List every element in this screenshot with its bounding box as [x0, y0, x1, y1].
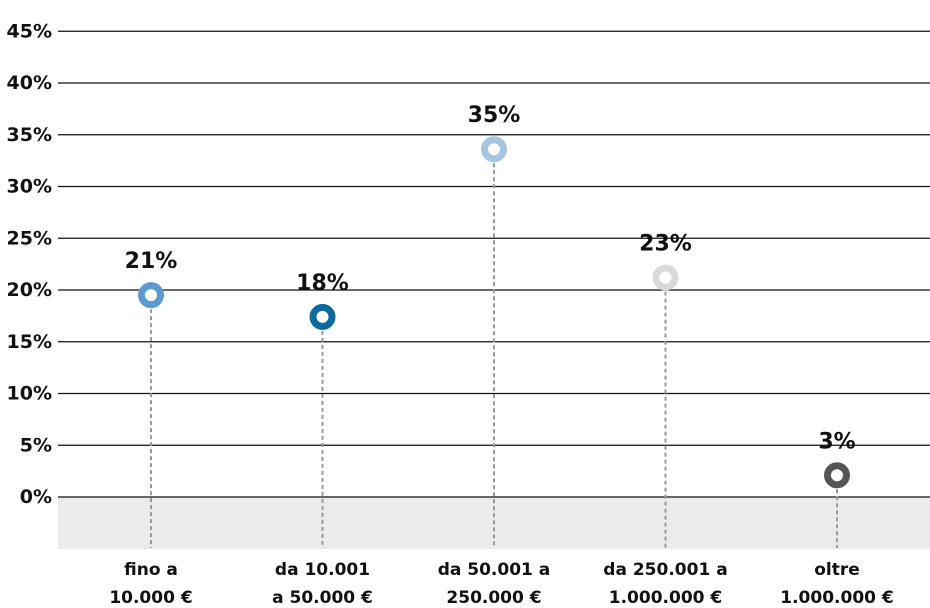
- data-label: 23%: [639, 232, 692, 257]
- x-category-label: 1.000.000 €: [780, 588, 893, 608]
- y-tick-label: 20%: [7, 279, 52, 301]
- x-category-label: a 50.000 €: [272, 588, 373, 608]
- y-tick-label: 40%: [7, 72, 52, 94]
- data-point: [138, 282, 164, 309]
- data-point: [309, 303, 336, 330]
- y-tick-label: 15%: [7, 331, 52, 353]
- x-category-label: fino a: [124, 560, 178, 580]
- y-axis-ticks: 0% 5% 10% 15% 20% 25% 30% 35% 40% 45%: [7, 20, 52, 508]
- data-labels: 21% 18% 35% 23% 3%: [125, 103, 856, 454]
- y-tick-label: 10%: [7, 383, 52, 405]
- x-category-label: 10.000 €: [109, 588, 192, 608]
- data-point: [824, 462, 850, 489]
- data-label: 3%: [818, 429, 855, 454]
- x-category-label: 250.000 €: [446, 588, 541, 608]
- data-point: [652, 264, 679, 291]
- data-label: 21%: [125, 249, 178, 274]
- data-label: 35%: [468, 103, 521, 128]
- x-category-label: 1.000.000 €: [609, 588, 722, 608]
- y-tick-label: 0%: [20, 486, 52, 508]
- data-label: 18%: [296, 271, 349, 296]
- x-category-label: oltre: [814, 560, 860, 580]
- y-tick-label: 25%: [7, 227, 52, 249]
- y-tick-label: 35%: [7, 124, 52, 146]
- x-category-label: da 250.001 a: [603, 560, 727, 580]
- stems: [150, 149, 838, 548]
- x-category-label: da 10.001: [275, 560, 370, 580]
- y-tick-label: 5%: [20, 434, 52, 456]
- y-tick-label: 30%: [7, 176, 52, 198]
- x-axis-categories: fino a 10.000 € da 10.001 a 50.000 € da 50.0…: [109, 560, 893, 608]
- data-point: [481, 136, 507, 163]
- data-points: [138, 136, 850, 489]
- y-tick-label: 45%: [7, 20, 52, 42]
- x-category-label: da 50.001 a: [438, 560, 551, 580]
